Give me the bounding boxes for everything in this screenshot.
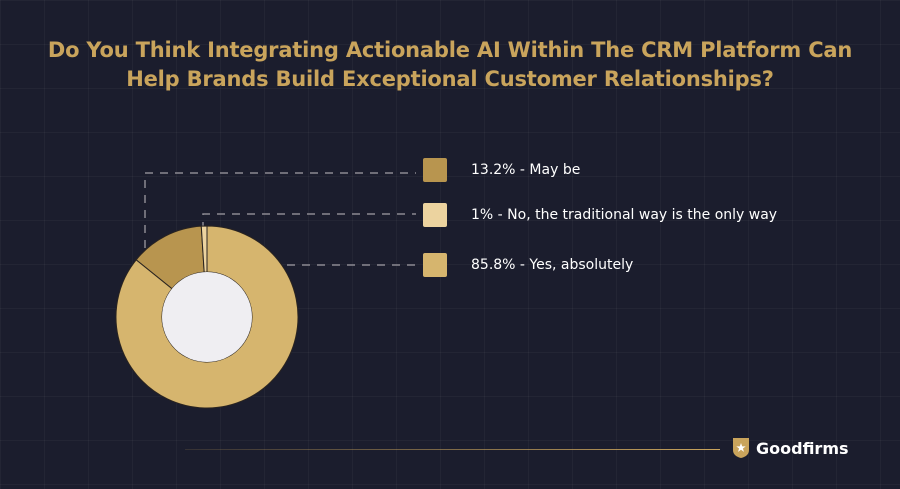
footer-divider [185,449,720,450]
chart-title: Do You Think Integrating Actionable AI W… [0,36,900,94]
legend-swatch-maybe [423,158,447,182]
chart-title-line-2: Help Brands Build Exceptional Customer R… [126,67,774,91]
leader-line-no [202,213,416,230]
legend-swatch-yes [423,253,447,277]
legend-item-no: 1% - No, the traditional way is the only… [423,202,777,228]
legend-label-maybe: 13.2% - May be [471,162,581,178]
legend-item-maybe: 13.2% - May be [423,157,580,183]
brand-name: Goodfirms [756,438,849,458]
donut-center [162,272,252,362]
leader-line-maybe [144,172,416,248]
legend-label-yes: 85.8% - Yes, absolutely [471,257,634,273]
legend-item-yes: 85.8% - Yes, absolutely [423,252,633,278]
legend-label-no: 1% - No, the traditional way is the only… [471,207,778,223]
goodfirms-logo: Goodfirms [732,437,849,459]
chart-title-line-1: Do You Think Integrating Actionable AI W… [47,38,853,62]
legend-swatch-no [423,203,447,227]
star-shield-icon [733,438,749,458]
